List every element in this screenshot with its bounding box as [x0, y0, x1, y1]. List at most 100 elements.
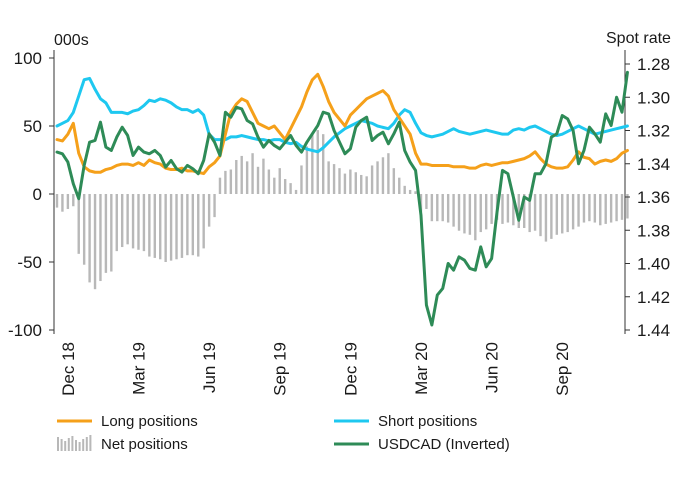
net-bar: [501, 194, 504, 224]
left-tick-label: 50: [23, 117, 42, 136]
net-bar: [588, 194, 591, 222]
net-bar: [99, 194, 102, 282]
net-positions-swatch: [60, 439, 63, 451]
net-bar: [452, 194, 455, 227]
right-axis-unit: Spot rate: [606, 30, 671, 47]
net-positions-swatch: [85, 437, 88, 451]
net-bar: [332, 164, 336, 194]
net-bar: [512, 194, 515, 226]
left-tick-label: -50: [17, 253, 42, 272]
x-tick-label: Dec 19: [341, 342, 360, 396]
net-bar: [490, 194, 493, 224]
net-bar: [626, 194, 629, 219]
net-bar: [142, 194, 146, 252]
net-bar: [251, 153, 254, 194]
net-positions-swatch: [89, 435, 92, 451]
net-bar: [457, 194, 461, 231]
net-bar: [82, 194, 86, 265]
net-bar: [153, 194, 156, 258]
net-bar: [126, 194, 129, 245]
net-bar: [468, 194, 472, 235]
net-bar: [55, 194, 59, 208]
net-bar: [283, 179, 287, 194]
net-bar: [414, 191, 417, 194]
x-tick-label: Jun 20: [483, 342, 502, 393]
net-bar: [88, 194, 91, 283]
net-bar: [474, 194, 477, 241]
net-bar: [72, 194, 75, 207]
net-bar: [131, 194, 135, 249]
net-bar: [202, 194, 205, 249]
net-bar: [539, 194, 542, 237]
net-bar: [294, 189, 298, 194]
net-bar: [550, 194, 553, 239]
net-positions-swatch: [71, 436, 74, 451]
net-bar: [305, 146, 309, 194]
net-bar: [561, 194, 564, 234]
net-bar: [224, 170, 227, 194]
net-bar: [604, 194, 607, 224]
x-tick-label: Mar 20: [412, 342, 431, 395]
right-tick-label: 1.32: [637, 122, 670, 141]
right-tick-label: 1.40: [637, 255, 670, 274]
net-bar: [159, 194, 162, 260]
legend-item-net: Net positions: [57, 435, 188, 453]
net-bar: [593, 194, 597, 223]
legend-label: Net positions: [101, 436, 188, 453]
net-positions-swatch: [78, 442, 81, 451]
net-bar: [609, 194, 613, 223]
net-positions-swatch: [67, 438, 70, 451]
net-bar: [148, 194, 151, 257]
net-bar: [186, 194, 189, 256]
x-axis-ticks: Dec 18 Mar 19 Jun 19 Sep 19 Dec 19 Mar 20 Jun …: [59, 342, 572, 396]
net-bar: [267, 169, 271, 194]
right-axis-ticks: 1.28 1.30 1.32 1.34 1.36 1.38 1.40 1.42 1.44: [625, 55, 670, 340]
net-bar: [278, 168, 281, 194]
net-bar: [343, 173, 347, 194]
net-bar: [463, 194, 466, 234]
net-bar: [180, 194, 184, 258]
left-tick-label: 0: [33, 185, 42, 204]
usdcad-inverted-line: [55, 70, 629, 327]
net-bar: [120, 194, 124, 248]
legend-label: Short positions: [378, 413, 477, 430]
x-tick-label: Sep 19: [271, 342, 290, 396]
left-tick-label: 100: [14, 49, 42, 68]
right-tick-label: 1.42: [637, 288, 670, 307]
net-bar: [446, 194, 450, 223]
legend-item-long: Long positions: [57, 413, 198, 430]
legend-item-usdcad: USDCAD (Inverted): [334, 436, 510, 453]
net-bar: [66, 194, 70, 209]
net-bar: [484, 194, 488, 230]
x-tick-label: Sep 20: [553, 342, 572, 396]
legend: Long positions Short positions Net positio…: [57, 413, 510, 453]
net-bar: [566, 194, 569, 233]
net-bar: [235, 160, 238, 194]
net-bar: [370, 165, 374, 194]
net-bar: [77, 194, 80, 254]
right-tick-label: 1.38: [637, 221, 670, 240]
short-positions-line: [55, 76, 629, 154]
net-bar: [229, 169, 233, 194]
net-positions-swatch: [75, 440, 77, 451]
right-tick-label: 1.30: [637, 88, 670, 107]
legend-label: Long positions: [101, 413, 198, 430]
net-positions-swatch: [82, 439, 85, 451]
net-bar: [164, 194, 167, 262]
net-bar: [273, 177, 276, 194]
net-bar: [218, 177, 222, 194]
net-bar: [262, 158, 265, 194]
net-bar: [61, 194, 64, 212]
net-bar: [523, 194, 526, 228]
net-bar: [533, 194, 537, 231]
net-bar: [620, 194, 624, 220]
net-bar: [615, 194, 618, 222]
net-bar: [430, 194, 434, 222]
long-positions-line: [55, 72, 629, 176]
net-bar: [137, 194, 140, 250]
net-bar: [240, 155, 243, 194]
net-bar: [441, 194, 444, 222]
net-bar: [289, 183, 292, 194]
x-tick-label: Mar 19: [130, 342, 149, 395]
